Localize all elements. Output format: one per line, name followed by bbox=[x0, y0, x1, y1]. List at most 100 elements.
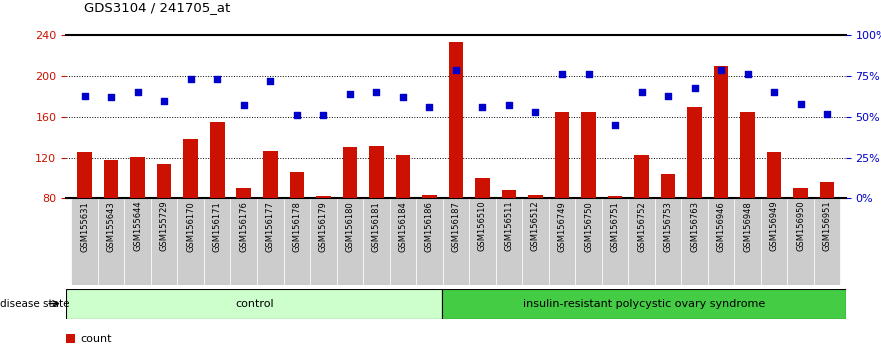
Text: GSM155631: GSM155631 bbox=[80, 201, 89, 252]
Text: GSM156170: GSM156170 bbox=[186, 201, 196, 252]
Bar bbox=[820, 182, 834, 198]
Bar bbox=[290, 172, 304, 198]
Point bbox=[263, 78, 278, 84]
Point bbox=[661, 93, 675, 98]
Text: GSM155644: GSM155644 bbox=[133, 201, 142, 251]
Bar bbox=[581, 112, 596, 198]
Point bbox=[448, 67, 463, 73]
Point bbox=[104, 95, 118, 100]
Bar bbox=[555, 112, 569, 198]
Text: GDS3104 / 241705_at: GDS3104 / 241705_at bbox=[84, 1, 230, 14]
Text: GSM156753: GSM156753 bbox=[663, 201, 672, 252]
Bar bbox=[363, 198, 389, 285]
Bar bbox=[157, 164, 172, 198]
Bar bbox=[761, 198, 788, 285]
Bar bbox=[78, 153, 92, 198]
Bar bbox=[707, 198, 735, 285]
Bar bbox=[448, 41, 463, 198]
Bar bbox=[316, 196, 330, 198]
Bar bbox=[602, 198, 628, 285]
Bar bbox=[389, 198, 416, 285]
Text: GSM156187: GSM156187 bbox=[451, 201, 461, 252]
Text: GSM156750: GSM156750 bbox=[584, 201, 593, 252]
Bar bbox=[814, 198, 840, 285]
Text: GSM156180: GSM156180 bbox=[345, 201, 354, 252]
Point bbox=[767, 90, 781, 95]
Bar bbox=[204, 198, 231, 285]
Point bbox=[529, 109, 543, 115]
Text: GSM156950: GSM156950 bbox=[796, 201, 805, 251]
Bar bbox=[284, 198, 310, 285]
Bar bbox=[575, 198, 602, 285]
Bar bbox=[236, 188, 251, 198]
Point bbox=[290, 112, 304, 118]
Bar bbox=[788, 198, 814, 285]
Bar bbox=[257, 198, 284, 285]
Text: GSM156171: GSM156171 bbox=[212, 201, 222, 252]
Bar bbox=[71, 198, 98, 285]
Text: GSM156749: GSM156749 bbox=[558, 201, 566, 252]
Bar bbox=[337, 198, 363, 285]
Point bbox=[157, 98, 171, 103]
Bar bbox=[661, 174, 676, 198]
Bar bbox=[422, 195, 437, 198]
Point bbox=[396, 95, 410, 100]
Point bbox=[78, 93, 92, 98]
Bar bbox=[681, 198, 707, 285]
Bar bbox=[529, 195, 543, 198]
Bar bbox=[735, 198, 761, 285]
Text: disease state: disease state bbox=[0, 298, 70, 309]
Bar bbox=[369, 146, 383, 198]
Text: GSM156177: GSM156177 bbox=[266, 201, 275, 252]
Text: insulin-resistant polycystic ovary syndrome: insulin-resistant polycystic ovary syndr… bbox=[523, 298, 766, 309]
Bar bbox=[151, 198, 177, 285]
Bar bbox=[104, 160, 118, 198]
Bar bbox=[396, 155, 411, 198]
Text: control: control bbox=[235, 298, 274, 309]
Text: GSM156184: GSM156184 bbox=[398, 201, 407, 252]
Text: GSM156946: GSM156946 bbox=[716, 201, 726, 252]
Point bbox=[316, 112, 330, 118]
Text: GSM156181: GSM156181 bbox=[372, 201, 381, 252]
Bar bbox=[655, 198, 681, 285]
Point bbox=[820, 111, 834, 116]
Bar bbox=[794, 188, 808, 198]
Bar bbox=[210, 122, 225, 198]
Bar bbox=[522, 198, 549, 285]
Bar bbox=[177, 198, 204, 285]
Text: GSM156510: GSM156510 bbox=[478, 201, 487, 251]
Text: GSM156178: GSM156178 bbox=[292, 201, 301, 252]
Point bbox=[581, 72, 596, 77]
Bar bbox=[310, 198, 337, 285]
Point bbox=[634, 90, 648, 95]
Point bbox=[130, 90, 144, 95]
Point bbox=[211, 76, 225, 82]
Point bbox=[343, 91, 357, 97]
Bar bbox=[714, 66, 729, 198]
Bar bbox=[263, 152, 278, 198]
Bar bbox=[470, 198, 496, 285]
Bar bbox=[66, 289, 442, 319]
Text: GSM156763: GSM156763 bbox=[690, 201, 700, 252]
Point bbox=[502, 103, 516, 108]
Bar bbox=[608, 196, 622, 198]
Bar bbox=[130, 156, 145, 198]
Point bbox=[741, 72, 755, 77]
Text: GSM156948: GSM156948 bbox=[744, 201, 752, 252]
Bar bbox=[124, 198, 151, 285]
Bar bbox=[416, 198, 442, 285]
Point bbox=[369, 90, 383, 95]
Point bbox=[422, 104, 436, 110]
Text: GSM156512: GSM156512 bbox=[531, 201, 540, 251]
Text: GSM156949: GSM156949 bbox=[770, 201, 779, 251]
Bar bbox=[496, 198, 522, 285]
Point bbox=[555, 72, 569, 77]
Text: GSM155729: GSM155729 bbox=[159, 201, 168, 251]
Point bbox=[794, 101, 808, 107]
Bar bbox=[442, 289, 846, 319]
Text: GSM156751: GSM156751 bbox=[611, 201, 619, 252]
Bar bbox=[634, 155, 648, 198]
Text: GSM155643: GSM155643 bbox=[107, 201, 115, 252]
Bar bbox=[442, 198, 470, 285]
Bar bbox=[475, 178, 490, 198]
